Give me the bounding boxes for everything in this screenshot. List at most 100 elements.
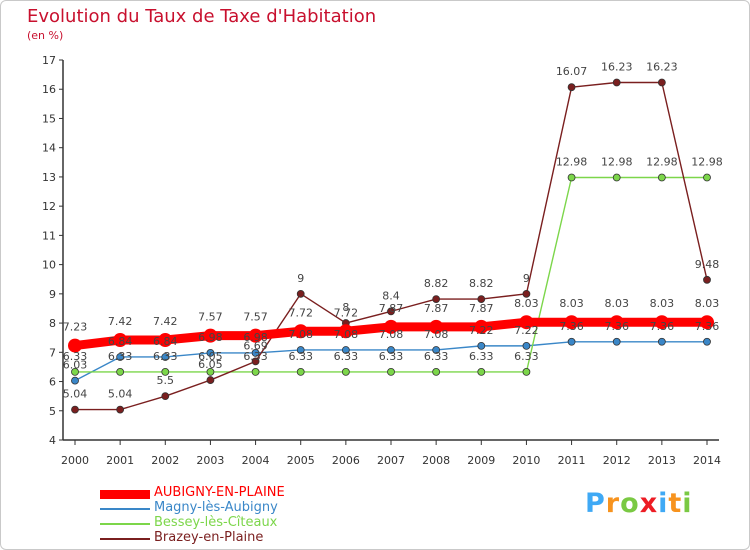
data-label: 6.33 — [63, 350, 88, 363]
y-tick-label: 16 — [42, 83, 56, 96]
x-tick-label: 2002 — [151, 454, 179, 467]
x-tick-label: 2010 — [512, 454, 540, 467]
legend-swatch — [100, 538, 150, 540]
data-point — [341, 367, 350, 376]
data-point — [206, 376, 215, 384]
data-label: 12.98 — [601, 156, 633, 169]
data-label: 7.72 — [288, 306, 313, 319]
x-tick-label: 2003 — [196, 454, 224, 467]
legend-item: AUBIGNY-EN-PLAINE — [100, 485, 360, 501]
data-point — [206, 367, 215, 376]
x-tick-label: 2012 — [603, 454, 631, 467]
data-label: 16.07 — [556, 65, 588, 78]
data-label: 7.57 — [198, 311, 223, 324]
data-label: 6.98 — [243, 331, 268, 344]
series-layer — [68, 78, 714, 414]
data-label: 7.08 — [334, 328, 359, 341]
y-tick-label: 10 — [42, 259, 56, 272]
data-point — [158, 333, 173, 348]
data-label: 7.36 — [604, 320, 629, 333]
data-label: 6.33 — [334, 350, 359, 363]
data-label: 6.33 — [108, 350, 133, 363]
data-label: 7.36 — [650, 320, 675, 333]
logo-letter: r — [605, 488, 621, 519]
data-point — [522, 367, 531, 376]
data-point — [654, 315, 669, 330]
data-label: 12.98 — [691, 156, 723, 169]
legend-label: AUBIGNY-EN-PLAINE — [154, 485, 285, 500]
data-label: 8 — [342, 301, 349, 314]
data-point — [564, 315, 579, 330]
y-tick-label: 6 — [49, 376, 56, 389]
data-labels-layer: 5.04 5.04 5.5 6.05 6.69 9 8 8.4 8.82 8.82 9 16.07 16… — [63, 61, 723, 401]
data-point — [251, 357, 260, 366]
data-label: 16.23 — [646, 61, 678, 74]
data-point — [432, 346, 441, 354]
data-point — [293, 324, 308, 339]
data-label: 6.84 — [153, 335, 178, 348]
data-label: 6.05 — [198, 358, 223, 371]
data-label: 7.87 — [424, 302, 449, 315]
data-label: 16.23 — [601, 61, 633, 74]
data-label: 7.08 — [379, 328, 404, 341]
data-label: 8.03 — [514, 297, 539, 310]
y-tick-label: 12 — [42, 200, 56, 213]
x-tick-label: 2001 — [106, 454, 134, 467]
data-point — [657, 173, 666, 182]
data-point — [116, 367, 125, 376]
x-tick-label: 2006 — [332, 454, 360, 467]
x-tick-label: 2007 — [377, 454, 405, 467]
data-label: 8.82 — [424, 277, 449, 290]
x-tick-label: 2004 — [242, 454, 270, 467]
data-point — [251, 367, 260, 376]
data-label: 7.72 — [334, 306, 359, 319]
data-point — [522, 289, 531, 298]
x-tick-label: 2005 — [287, 454, 315, 467]
legend-item: Bessey-lès-Cîteaux — [100, 515, 360, 531]
data-point — [612, 337, 621, 346]
logo-letter: P — [585, 488, 606, 519]
data-point — [71, 367, 79, 376]
data-label: 9.48 — [695, 258, 720, 271]
data-point — [71, 376, 79, 385]
data-label: 6.05 — [198, 350, 223, 363]
data-point — [432, 295, 441, 304]
data-point — [161, 392, 170, 401]
data-label: 8.03 — [695, 297, 720, 310]
data-label: 6.69 — [243, 339, 268, 352]
y-tick-label: 8 — [49, 317, 56, 330]
axes: 4 5 6 7 8 9 10 11 12 13 14 15 16 17 2000 2001 2002 2003 20… — [42, 54, 721, 467]
data-point — [68, 338, 82, 353]
data-label: 6.03 — [63, 359, 88, 372]
data-label: 7.08 — [288, 328, 313, 341]
legend-swatch — [100, 523, 150, 525]
data-label: 7.87 — [379, 302, 404, 315]
chart-title: Evolution du Taux de Taxe d'Habitation — [27, 6, 377, 27]
y-tick-label: 13 — [42, 171, 56, 184]
data-label: 7.42 — [153, 315, 178, 328]
x-tick-label: 2009 — [467, 454, 495, 467]
data-label: 8.03 — [650, 297, 675, 310]
data-point — [474, 319, 489, 334]
data-point — [567, 173, 576, 182]
data-point — [387, 367, 395, 376]
data-label: 9 — [297, 272, 304, 285]
data-point — [71, 405, 79, 414]
legend-item: Brazey-en-Plaine — [100, 530, 360, 546]
y-tick-label: 17 — [42, 54, 56, 67]
legend-swatch — [100, 490, 150, 499]
data-label: 6.98 — [198, 331, 223, 344]
proxiti-logo: Proxiti — [585, 488, 693, 519]
data-point — [296, 346, 305, 354]
logo-letter: i — [658, 488, 669, 519]
data-point — [338, 324, 353, 339]
data-label: 5.04 — [108, 388, 133, 401]
data-point — [522, 341, 531, 350]
data-point — [296, 289, 305, 298]
legend-label: Brazey-en-Plaine — [154, 530, 264, 545]
data-label: 7.42 — [108, 315, 133, 328]
x-tick-label: 2014 — [693, 454, 721, 467]
x-tick-label: 2000 — [61, 454, 89, 467]
data-label: 6.33 — [288, 350, 313, 363]
